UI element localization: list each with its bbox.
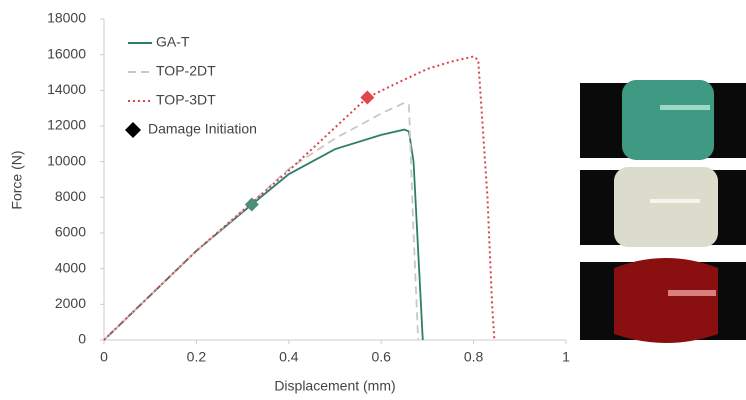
x-tick-label: 0.4 [279,349,299,365]
legend-marker [125,122,141,138]
damage-marker [360,90,375,105]
legend-label: TOP-2DT [156,63,216,79]
joint-images [580,80,746,343]
y-tick-label: 0 [78,331,86,347]
legend-label: GA-T [156,34,190,50]
joint-body [614,258,718,343]
joint-body [614,167,718,247]
highlight [650,199,700,203]
y-tick-label: 18000 [47,10,86,26]
series-line [103,128,424,341]
damage-marker [244,197,259,212]
y-tick-label: 16000 [47,45,86,61]
x-tick-label: 0.8 [464,349,484,365]
y-tick-label: 2000 [55,295,86,311]
legend-label: Damage Initiation [148,121,257,137]
series-line [103,55,496,341]
y-tick-label: 10000 [47,152,86,168]
x-tick-label: 0 [100,349,108,365]
y-tick-label: 14000 [47,81,86,97]
y-tick-label: 4000 [55,259,86,275]
x-tick-label: 0.2 [187,349,207,365]
y-axis-label: Force (N) [9,150,25,209]
series-line [103,101,420,341]
x-axis-label: Displacement (mm) [274,378,395,394]
joint-body [622,80,714,160]
x-tick-label: 1 [562,349,570,365]
y-tick-label: 8000 [55,188,86,204]
y-tick-label: 6000 [55,224,86,240]
highlight [660,105,710,110]
legend-label: TOP-3DT [156,92,216,108]
x-tick-label: 0.6 [371,349,391,365]
y-tick-label: 12000 [47,117,86,133]
highlight [668,290,716,296]
